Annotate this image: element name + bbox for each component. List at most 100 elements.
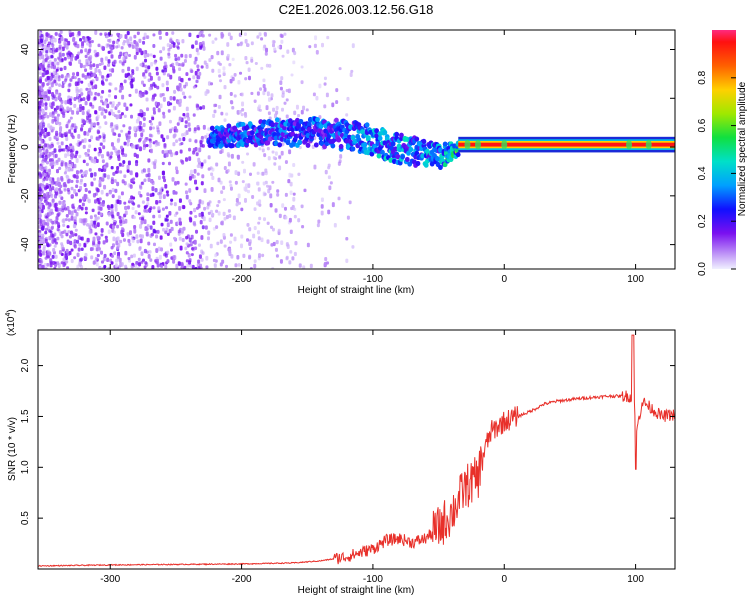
noise-cell [138, 48, 142, 53]
noise-cell [183, 95, 187, 99]
noise-cell [300, 204, 304, 209]
noise-cell [211, 40, 215, 44]
noise-cell [179, 245, 183, 251]
noise-cell [45, 149, 49, 154]
noise-cell [93, 172, 97, 177]
noise-cell [84, 206, 88, 211]
noise-cell [98, 247, 102, 252]
noise-cell [104, 109, 108, 114]
noise-cell [147, 172, 151, 178]
noise-cell [156, 258, 160, 264]
noise-cell [80, 80, 84, 84]
noise-cell [148, 119, 152, 124]
noise-cell [331, 202, 335, 208]
noise-cell [142, 122, 146, 128]
noise-cell [161, 161, 165, 166]
noise-cell [73, 103, 77, 108]
noise-cell [91, 247, 95, 251]
noise-cell [350, 69, 354, 73]
noise-cell [223, 166, 227, 171]
noise-cell [144, 89, 148, 95]
noise-cell [53, 57, 57, 62]
noise-cell [66, 266, 70, 269]
noise-cell [42, 144, 46, 149]
noise-cell [157, 30, 161, 36]
noise-cell [85, 58, 89, 64]
noise-cell [226, 53, 230, 58]
trace-blob [347, 134, 352, 140]
noise-cell [106, 257, 110, 263]
noise-cell [172, 96, 176, 101]
noise-cell [246, 238, 250, 242]
trace-blob [226, 123, 232, 129]
noise-cell [57, 212, 61, 217]
noise-cell [79, 104, 83, 109]
noise-cell [318, 83, 322, 89]
noise-cell [202, 46, 206, 51]
noise-cell [248, 241, 252, 247]
noise-cell [85, 119, 89, 123]
noise-cell [138, 121, 142, 126]
noise-cell [333, 223, 337, 228]
y-tick-label: 2.0 [20, 358, 31, 372]
noise-cell [240, 243, 244, 249]
trace-blob [265, 140, 271, 146]
noise-cell [58, 33, 62, 38]
noise-cell [84, 211, 88, 215]
noise-cell [96, 114, 100, 119]
noise-cell [313, 164, 317, 170]
noise-cell [105, 192, 109, 197]
noise-cell [214, 253, 218, 258]
noise-cell [257, 221, 261, 225]
noise-cell [77, 31, 81, 36]
noise-cell [67, 209, 71, 215]
noise-cell [140, 220, 144, 225]
noise-cell [42, 157, 46, 162]
noise-cell [162, 46, 166, 51]
noise-cell [70, 132, 74, 137]
noise-cell [130, 83, 134, 89]
noise-cell [111, 194, 115, 199]
noise-cell [203, 206, 207, 211]
trace-blob [399, 132, 404, 138]
noise-cell [277, 228, 281, 233]
noise-cell [275, 254, 279, 258]
noise-cell [63, 57, 67, 61]
noise-cell [64, 184, 68, 188]
noise-cell [272, 107, 276, 112]
noise-cell [115, 40, 119, 45]
noise-cell [105, 162, 109, 168]
noise-cell [256, 230, 260, 235]
noise-cell [164, 253, 168, 258]
noise-cell [200, 135, 204, 140]
noise-cell [133, 224, 137, 230]
noise-cell [326, 35, 330, 40]
noise-cell [144, 261, 148, 265]
noise-cell [60, 141, 64, 146]
noise-cell [165, 206, 169, 210]
noise-cell [229, 233, 233, 237]
noise-cell [252, 162, 256, 167]
noise-cell [72, 36, 76, 42]
y-tick-label: 1.0 [20, 460, 31, 474]
noise-cell [57, 181, 61, 187]
noise-cell [169, 102, 173, 106]
noise-cell [151, 97, 155, 102]
noise-cell [210, 82, 214, 86]
noise-cell [186, 267, 190, 269]
noise-cell [128, 230, 132, 236]
noise-cell [273, 162, 277, 166]
noise-cell [93, 49, 97, 54]
y-tick-label: 0 [20, 144, 31, 150]
noise-cell [82, 64, 86, 69]
noise-cell [93, 214, 97, 218]
noise-cell [152, 242, 156, 247]
noise-cell [250, 58, 254, 63]
noise-cell [99, 95, 103, 99]
noise-cell [53, 266, 57, 269]
trace-blob [277, 142, 283, 148]
noise-cell [184, 120, 188, 124]
noise-cell [76, 93, 80, 97]
noise-cell [45, 200, 49, 206]
noise-cell [203, 188, 207, 194]
